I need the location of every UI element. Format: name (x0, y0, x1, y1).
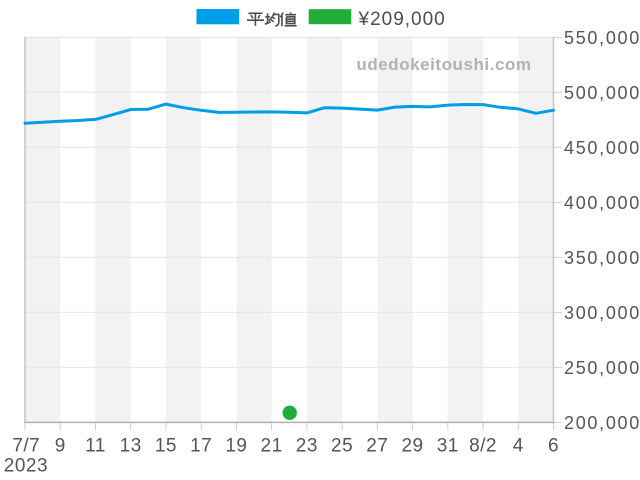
svg-text:15: 15 (155, 435, 177, 456)
svg-text:udedokeitoushi.com: udedokeitoushi.com (356, 55, 531, 74)
svg-text:11: 11 (85, 435, 106, 456)
svg-text:550,000: 550,000 (564, 28, 640, 48)
svg-text:350,000: 350,000 (564, 248, 640, 268)
svg-text:500,000: 500,000 (564, 83, 640, 103)
svg-text:300,000: 300,000 (564, 303, 640, 323)
svg-text:200,000: 200,000 (564, 413, 640, 433)
svg-text:29: 29 (401, 435, 423, 456)
svg-text:21: 21 (261, 435, 283, 456)
svg-text:23: 23 (296, 435, 318, 456)
svg-text:6: 6 (548, 435, 559, 456)
svg-text:2023: 2023 (4, 455, 48, 476)
svg-text:450,000: 450,000 (564, 138, 640, 158)
svg-text:7/7: 7/7 (12, 435, 40, 456)
svg-text:8/2: 8/2 (469, 435, 497, 456)
svg-text:17: 17 (190, 435, 212, 456)
svg-text:9: 9 (55, 435, 66, 456)
svg-text:31: 31 (437, 435, 459, 456)
svg-text:19: 19 (225, 435, 247, 456)
svg-text:400,000: 400,000 (564, 193, 640, 213)
svg-text:27: 27 (366, 435, 388, 456)
svg-text:25: 25 (331, 435, 353, 456)
svg-text:250,000: 250,000 (564, 358, 640, 378)
svg-text:¥209,000: ¥209,000 (358, 9, 446, 30)
svg-text:4: 4 (513, 435, 524, 456)
svg-text:13: 13 (120, 435, 142, 456)
